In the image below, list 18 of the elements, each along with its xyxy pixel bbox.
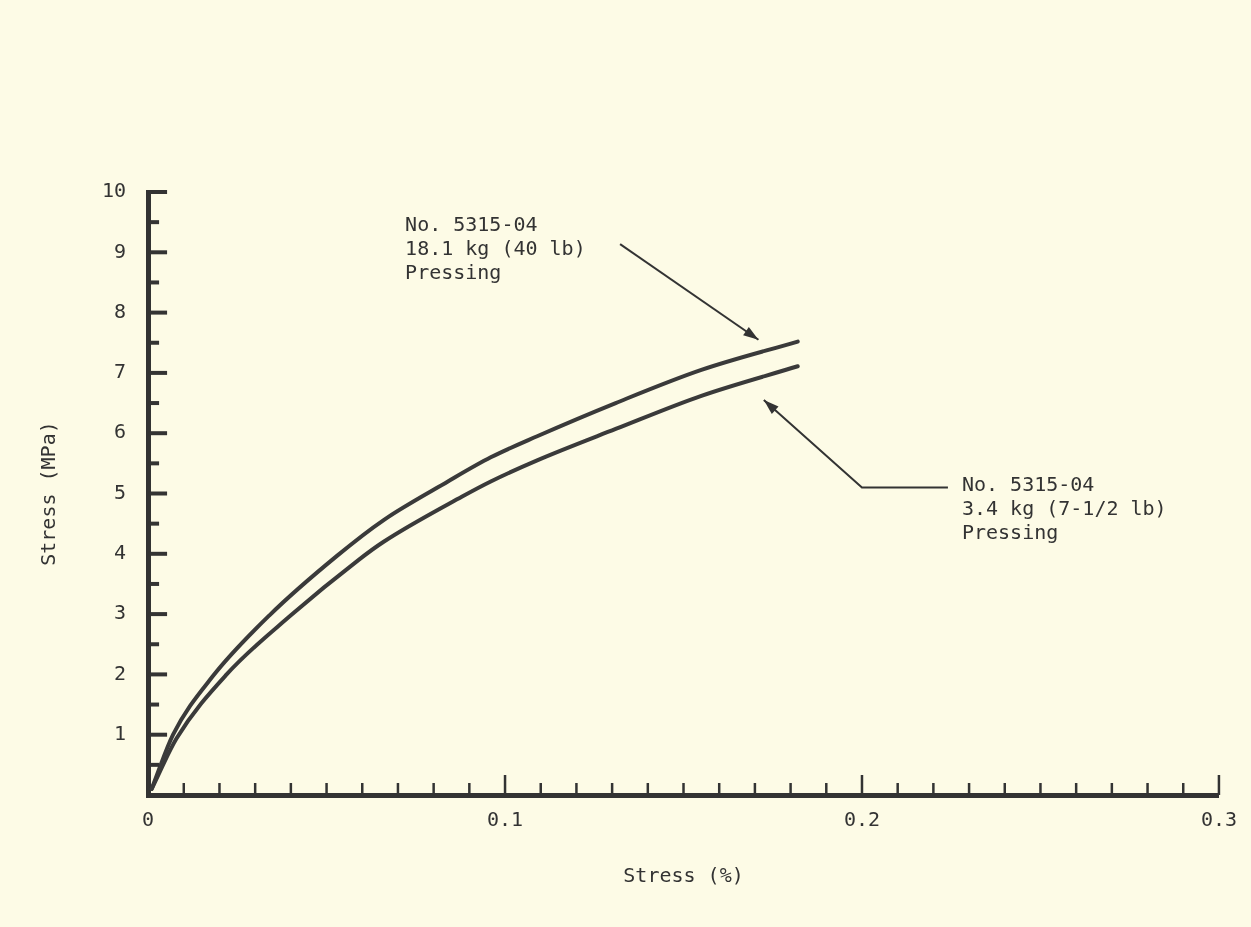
y-tick-label: 8 xyxy=(114,298,127,323)
x-tick-label: 0.1 xyxy=(486,807,524,832)
x-tick-label: 0.3 xyxy=(1200,807,1237,832)
annotation: No. 5315-04 3.4 kg (7-1/2 lb) Pressing xyxy=(961,471,1167,544)
y-tick-label: 5 xyxy=(114,479,127,504)
y-tick-label: 10 xyxy=(101,178,127,203)
x-tick-label: 0.2 xyxy=(843,807,881,832)
y-tick-label: 9 xyxy=(114,238,127,263)
y-tick-label: 3 xyxy=(114,600,127,625)
x-tick-label: 0 xyxy=(142,807,155,832)
y-tick-label: 6 xyxy=(114,419,127,444)
annotation: No. 5315-04 18.1 kg (40 lb) Pressing xyxy=(405,212,586,285)
y-axis-title: Stress (MPa) xyxy=(36,421,61,566)
y-tick-label: 1 xyxy=(114,720,127,745)
y-tick-label: 2 xyxy=(114,660,127,685)
y-tick-label: 4 xyxy=(114,540,127,564)
x-axis-title: Stress (%) xyxy=(623,863,744,888)
y-tick-label: 7 xyxy=(114,359,127,384)
